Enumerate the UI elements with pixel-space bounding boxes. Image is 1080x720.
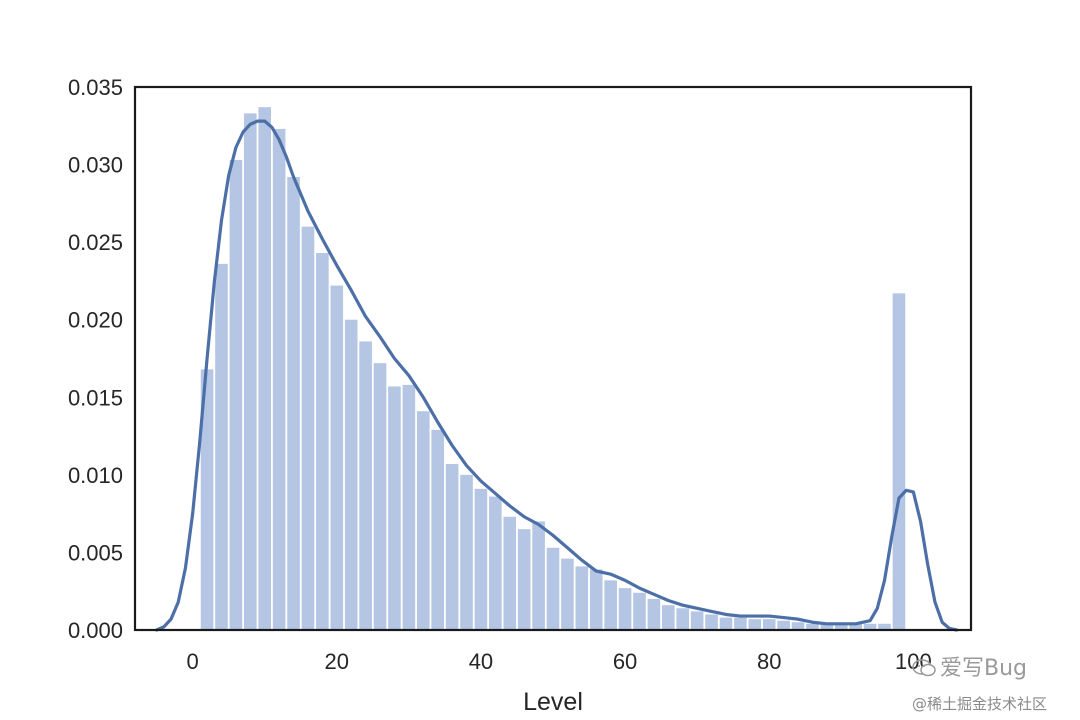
histogram-bar [719,617,733,630]
histogram-bar [330,285,344,630]
histogram-bar [647,598,661,630]
histogram-bar [244,113,257,631]
watermark-brand-text: 爱写Bug [940,656,1028,681]
histogram-bar [690,611,704,630]
histogram-bar [705,614,718,630]
watermark-source: @稀土掘金技术社区 [912,695,1048,713]
histogram-bar [589,569,603,630]
histogram-bar [820,623,834,630]
histogram-bar [777,620,790,630]
histogram-bar [359,341,372,630]
y-tick-label: 0.025 [68,230,123,255]
histogram-bar [416,411,430,630]
x-tick-label: 20 [325,649,349,674]
histogram-bar [200,369,214,630]
histogram-bar [460,474,473,630]
y-tick-label: 0.000 [68,618,123,643]
histogram-bar [546,547,560,630]
histogram-bar [431,429,444,630]
histogram-bar [229,159,243,631]
histogram-bar [791,622,805,630]
histogram-bar [517,529,531,630]
x-tick-label: 80 [757,649,781,674]
y-tick-label: 0.015 [68,385,123,410]
x-tick-label: 60 [613,649,637,674]
kde-curve [155,119,959,632]
histogram-bar [503,516,517,630]
x-tick-label: 40 [469,649,493,674]
chat-bubble-icon [912,659,936,677]
y-tick-label: 0.010 [68,463,123,488]
histogram-bar [344,319,358,630]
histogram-bar [316,253,329,630]
histogram-bar [878,623,891,630]
y-tick-label: 0.030 [68,153,123,178]
histogram-bar [445,464,459,630]
histogram-bar [575,566,589,630]
y-tick-label: 0.005 [68,540,123,565]
y-axis-ticks: 0.000 0.005 0.010 0.015 0.020 0.025 0.030 0.035 [68,75,123,643]
histogram-bar [272,128,286,630]
histogram-bar [489,496,502,630]
plot-frame [133,85,973,632]
x-axis-label: Level [523,688,583,716]
histogram-bar [474,488,488,630]
histogram-bar [532,521,545,630]
histogram-bar [604,580,617,630]
histogram-bar [748,619,762,630]
histogram-bar [402,384,416,630]
histogram-bar [892,293,906,630]
y-tick-label: 0.020 [68,308,123,333]
histogram-bar [215,263,228,630]
y-tick-label: 0.035 [68,75,123,100]
histogram-bar [287,176,300,631]
histogram-bar [734,617,747,630]
histogram-bar [806,623,819,630]
histogram-bar [762,619,776,630]
histogram-bar [849,623,862,630]
histogram-bar [561,558,574,630]
histogram-bar [258,107,272,631]
histogram-bar [863,623,877,630]
histogram-bar [834,623,848,630]
histogram-bar [388,386,401,630]
histogram-bar [373,363,387,630]
x-axis-ticks: 0 20 40 60 80 100 [187,649,932,674]
histogram-bar [301,226,315,630]
histogram-bar [662,605,675,630]
histogram-bar [676,608,690,630]
histogram-bar [633,592,646,630]
histogram-bar [618,588,632,630]
histogram-bars [200,107,906,631]
x-tick-label: 0 [187,649,199,674]
watermark-brand: 爱写Bug [912,650,1027,682]
